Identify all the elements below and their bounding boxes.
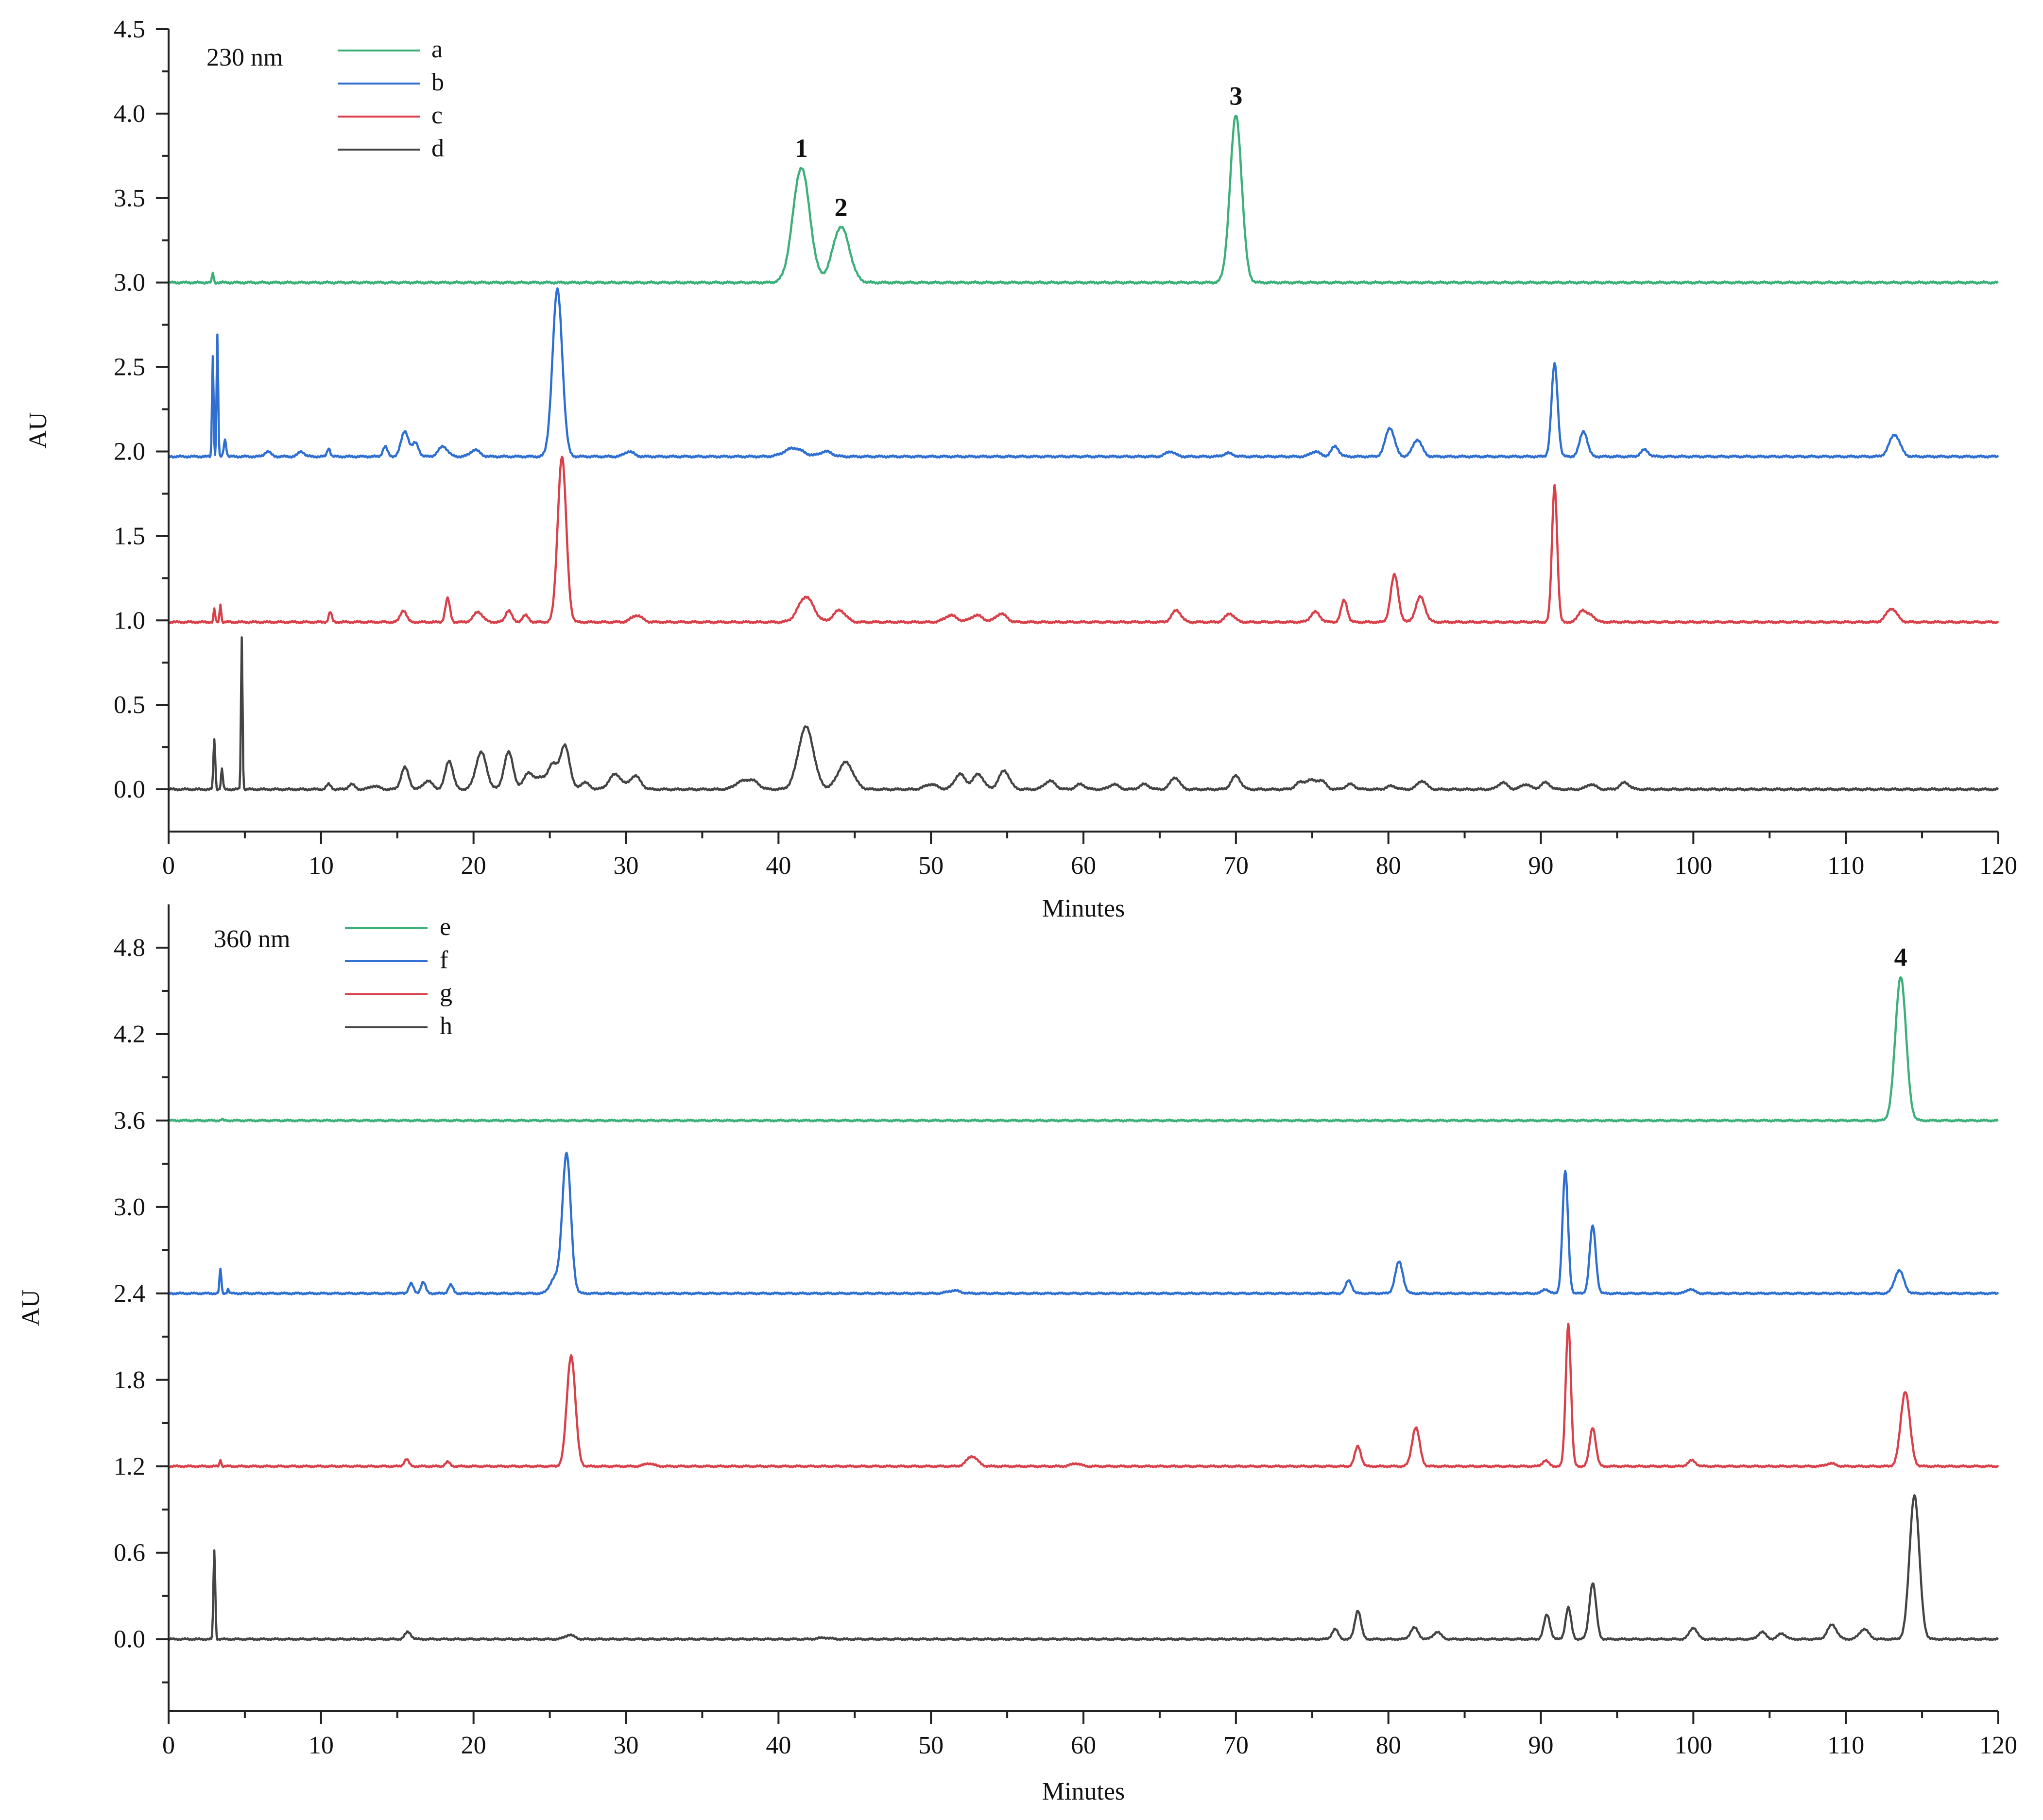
x-tick-label: 50 [918, 852, 944, 880]
y-tick-label: 4.0 [114, 100, 145, 128]
peak-label-4: 4 [1894, 942, 1907, 971]
panel-360nm: 0.0 0.6 1.2 1.8 2.4 3.0 3.6 4.2 4.8 0 10 20 30 40 50 6… [17, 904, 2017, 1805]
axes-360nm: 0.0 0.6 1.2 1.8 2.4 3.0 3.6 4.2 4.8 0 10 20 30 40 50 6… [114, 904, 2017, 1759]
trace-b [168, 287, 1999, 459]
axes-230nm: 0.0 0.5 1.0 1.5 2.0 2.5 3.0 3.5 4.0 4.5 0 10 20 30 40… [114, 16, 2017, 880]
x-tick-label: 10 [309, 1732, 334, 1759]
legend-label-e: e [440, 913, 451, 941]
peak-annotations-230nm: 1 2 3 [795, 81, 1242, 222]
y-ticks: 0.0 0.5 1.0 1.5 2.0 2.5 3.0 3.5 4.0 4.5 [114, 16, 169, 803]
y-tick-label: 2.0 [114, 438, 145, 465]
trace-d [168, 636, 1999, 792]
y-tick-label: 1.5 [114, 522, 145, 550]
peak-label-3: 3 [1229, 81, 1242, 110]
traces-360nm [168, 976, 1999, 1642]
x-tick-label: 120 [1979, 852, 2017, 880]
trace-h [168, 1494, 1999, 1642]
traces-230nm [168, 115, 1999, 792]
peak-label-2: 2 [835, 193, 848, 222]
trace-f [168, 1151, 1999, 1296]
legend-label-g: g [440, 979, 452, 1007]
x-ticks: 0 10 20 30 40 50 60 70 80 90 100 110 120 [162, 1711, 2017, 1759]
y-tick-label: 4.2 [114, 1021, 145, 1048]
y-tick-label: 2.5 [114, 354, 145, 381]
y-axis-title: AU [24, 412, 52, 448]
panel-230nm: 0.0 0.5 1.0 1.5 2.0 2.5 3.0 3.5 4.0 4.5 0 10 20 30 40… [24, 16, 2017, 922]
trace-c [168, 456, 1999, 625]
x-axis-title: Minutes [1042, 895, 1125, 922]
x-tick-label: 30 [614, 1732, 639, 1759]
legend-label-a: a [431, 35, 443, 63]
x-tick-label: 10 [309, 852, 334, 880]
x-tick-label: 70 [1223, 852, 1249, 880]
peak-annotations-360nm: 4 [1894, 942, 1907, 971]
x-tick-label: 110 [1827, 1732, 1864, 1759]
legend-label-f: f [440, 946, 448, 974]
x-tick-label: 60 [1071, 1732, 1096, 1759]
y-ticks: 0.0 0.6 1.2 1.8 2.4 3.0 3.6 4.2 4.8 [114, 934, 169, 1684]
y-tick-label: 4.5 [114, 16, 145, 43]
y-tick-label: 2.4 [114, 1280, 145, 1308]
x-tick-label: 80 [1376, 852, 1401, 880]
x-tick-label: 30 [614, 852, 639, 880]
y-tick-label: 0.6 [114, 1539, 145, 1567]
x-tick-label: 40 [766, 852, 791, 880]
y-tick-label: 1.8 [114, 1366, 145, 1394]
x-tick-label: 40 [766, 1732, 791, 1759]
trace-e [168, 976, 1999, 1123]
y-tick-label: 0.5 [114, 691, 145, 719]
y-tick-label: 3.5 [114, 185, 145, 212]
x-axis-title: Minutes [1042, 1778, 1125, 1805]
legend-label-h: h [440, 1012, 452, 1040]
trace-g [168, 1323, 1999, 1469]
x-ticks: 0 10 20 30 40 50 60 70 80 90 100 110 120 [162, 832, 2017, 880]
y-axis-title: AU [17, 1290, 45, 1326]
x-tick-label: 20 [461, 1732, 486, 1759]
x-tick-label: 50 [918, 1732, 944, 1759]
x-tick-label: 90 [1528, 852, 1554, 880]
y-tick-label: 3.6 [114, 1107, 145, 1135]
y-tick-label: 1.2 [114, 1453, 145, 1480]
peak-label-1: 1 [795, 134, 808, 163]
y-tick-label: 1.0 [114, 607, 145, 634]
wavelength-label: 230 nm [206, 44, 283, 71]
y-tick-label: 0.0 [114, 1626, 145, 1653]
x-tick-label: 120 [1979, 1732, 2017, 1759]
wavelength-label: 360 nm [214, 925, 290, 953]
legend-label-d: d [431, 135, 444, 162]
legend-label-c: c [431, 102, 443, 129]
x-tick-label: 60 [1071, 852, 1096, 880]
y-tick-label: 4.8 [114, 934, 145, 962]
x-tick-label: 110 [1827, 852, 1864, 880]
y-tick-label: 3.0 [114, 269, 145, 297]
legend-label-b: b [431, 68, 444, 96]
x-tick-label: 100 [1674, 852, 1712, 880]
x-tick-label: 20 [461, 852, 486, 880]
y-tick-label: 3.0 [114, 1193, 145, 1221]
x-tick-label: 0 [162, 852, 175, 880]
trace-a [168, 115, 1999, 285]
x-tick-label: 80 [1376, 1732, 1401, 1759]
x-tick-label: 0 [162, 1732, 175, 1759]
x-tick-label: 100 [1674, 1732, 1712, 1759]
y-tick-label: 0.0 [114, 776, 145, 803]
x-tick-label: 90 [1528, 1732, 1554, 1759]
x-tick-label: 70 [1223, 1732, 1249, 1759]
